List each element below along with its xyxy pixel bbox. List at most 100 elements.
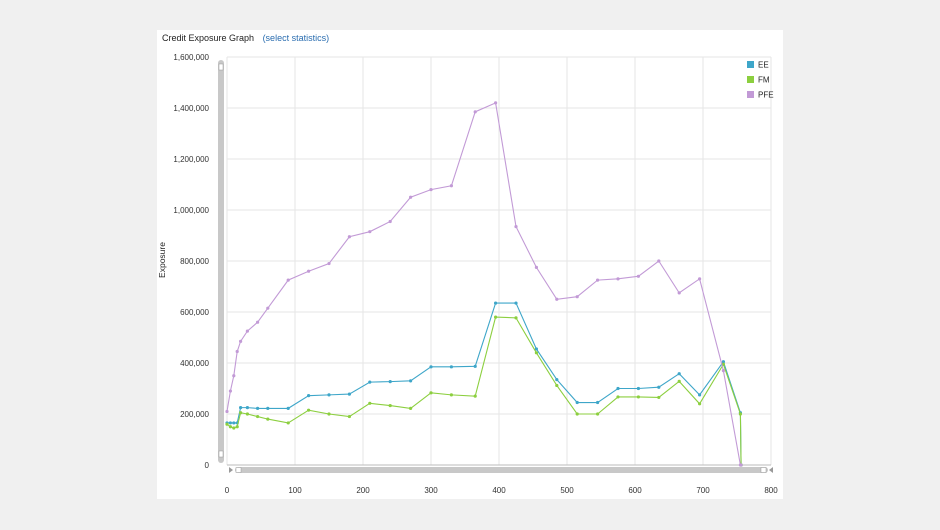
data-point-ee <box>494 301 498 305</box>
data-point-ee <box>228 421 232 425</box>
data-point-pfe <box>409 195 413 199</box>
data-point-pfe <box>449 184 453 188</box>
data-point-pfe <box>388 219 392 224</box>
data-point-pfe <box>555 297 559 301</box>
data-point-fm <box>239 411 243 415</box>
data-point-fm <box>286 421 290 425</box>
y-tick-label: 800,000 <box>180 257 209 266</box>
data-point-fm <box>409 406 413 410</box>
y-tick-label: 400,000 <box>180 359 209 368</box>
data-point-pfe <box>698 277 702 281</box>
data-point-fm <box>327 412 331 416</box>
data-point-ee <box>514 301 518 305</box>
legend-swatch-pfe <box>747 91 754 98</box>
data-point-fm <box>388 403 392 408</box>
y-tick-label: 1,600,000 <box>173 53 209 62</box>
data-point-ee <box>327 393 331 397</box>
vertical-scrollbar-top-handle[interactable] <box>218 63 224 71</box>
data-point-ee <box>657 385 661 389</box>
data-point-fm <box>514 316 518 320</box>
x-tick-labels: 0 100 200 300 400 500 600 700 800 <box>225 486 778 495</box>
data-point-ee <box>429 365 433 369</box>
y-tick-label: 200,000 <box>180 410 209 419</box>
data-point-pfe <box>286 278 290 282</box>
data-point-pfe <box>266 306 270 310</box>
y-tick-label: 1,200,000 <box>173 155 209 164</box>
credit-exposure-chart: 0 200,000 400,000 600,000 800,000 1,000,000 1,… <box>157 53 778 495</box>
data-point-fm <box>307 408 311 412</box>
data-point-pfe <box>514 224 518 229</box>
data-point-pfe <box>721 369 726 373</box>
data-point-fm <box>555 383 559 388</box>
data-point-pfe <box>347 235 351 239</box>
select-statistics-link[interactable]: (select statistics) <box>262 33 330 43</box>
data-point-fm <box>266 417 270 421</box>
data-point-ee <box>698 393 702 397</box>
data-point-fm <box>721 362 726 366</box>
data-point-ee <box>368 380 372 384</box>
data-point-pfe <box>429 188 433 192</box>
data-point-fm <box>677 379 681 383</box>
data-point-pfe <box>636 274 640 278</box>
data-point-ee <box>245 406 249 410</box>
data-point-ee <box>555 377 559 382</box>
data-point-pfe <box>739 463 743 467</box>
data-point-pfe <box>534 265 538 269</box>
scroll-right-arrow-icon[interactable] <box>769 467 773 473</box>
x-tick-label: 800 <box>764 486 778 495</box>
data-point-ee <box>347 392 351 396</box>
x-tick-label: 200 <box>356 486 370 495</box>
vertical-scrollbar-bottom-handle[interactable] <box>218 450 224 458</box>
data-point-fm <box>429 391 433 395</box>
data-point-ee <box>286 406 290 410</box>
x-tick-label: 500 <box>560 486 574 495</box>
data-point-fm <box>347 414 351 419</box>
horizontal-scrollbar-right-handle[interactable] <box>760 467 767 473</box>
data-point-ee <box>616 386 620 391</box>
y-tick-label: 1,400,000 <box>173 104 209 113</box>
y-axis-label: Exposure <box>157 242 167 278</box>
legend-label-ee: EE <box>758 61 769 70</box>
legend-swatch-fm <box>747 76 754 83</box>
y-tick-labels: 0 200,000 400,000 600,000 800,000 1,000,000 1,… <box>173 53 209 470</box>
legend-swatch-ee <box>747 61 754 68</box>
series-line-pfe <box>226 102 742 466</box>
data-point-pfe <box>596 278 600 282</box>
series-line-fm <box>226 316 742 466</box>
data-point-pfe <box>368 230 372 234</box>
data-point-fm <box>575 412 579 416</box>
data-point-ee <box>473 364 477 368</box>
data-point-ee <box>534 347 538 351</box>
horizontal-zoom-scrollbar[interactable] <box>229 467 773 473</box>
data-point-pfe <box>256 320 260 324</box>
data-point-ee <box>449 365 453 369</box>
data-point-ee <box>721 360 726 364</box>
data-point-ee <box>266 406 270 410</box>
x-tick-label: 700 <box>696 486 710 495</box>
x-tick-label: 0 <box>225 486 230 495</box>
scroll-left-arrow-icon[interactable] <box>229 467 233 473</box>
vertical-scrollbar-thumb[interactable] <box>218 60 224 463</box>
y-tick-label: 600,000 <box>180 308 209 317</box>
data-point-fm <box>473 394 477 398</box>
data-point-ee <box>232 421 236 425</box>
y-tick-label: 0 <box>205 461 210 470</box>
horizontal-scrollbar-left-handle[interactable] <box>235 467 242 473</box>
data-point-fm <box>245 412 249 416</box>
data-point-fm <box>235 425 239 429</box>
data-point-ee <box>409 379 413 383</box>
data-point-pfe <box>327 261 331 266</box>
data-point-ee <box>575 400 579 405</box>
data-point-pfe <box>307 269 311 273</box>
data-point-fm <box>449 393 453 397</box>
data-point-ee <box>256 406 260 410</box>
legend-label-fm: FM <box>758 76 770 85</box>
chart-header: Credit Exposure Graph (select statistics… <box>162 33 329 43</box>
horizontal-scrollbar-thumb[interactable] <box>235 467 768 473</box>
data-point-fm <box>494 315 498 319</box>
data-point-pfe <box>677 291 681 295</box>
data-point-ee <box>307 394 311 398</box>
data-point-ee <box>677 372 681 376</box>
vertical-zoom-scrollbar[interactable] <box>218 60 224 463</box>
data-point-fm <box>368 401 372 405</box>
